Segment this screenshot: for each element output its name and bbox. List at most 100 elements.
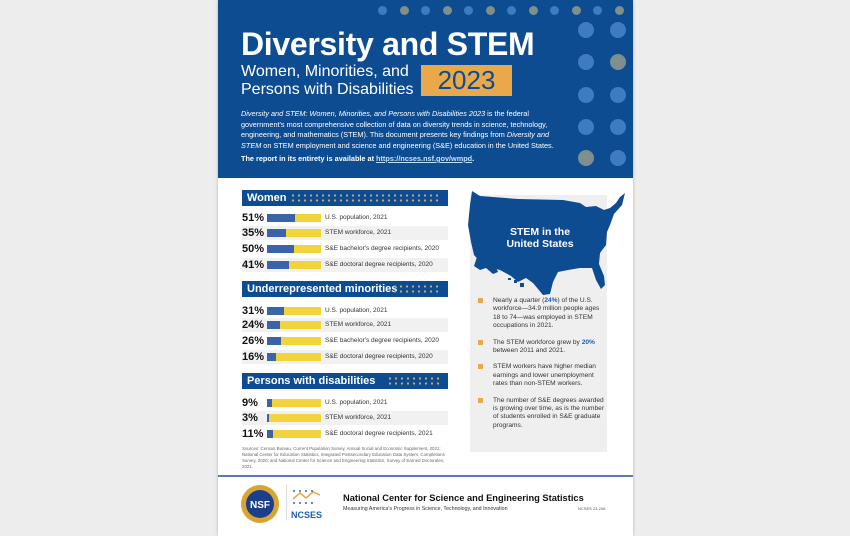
section-title: Underrepresented minorities — [247, 283, 398, 295]
stat-label: S&E doctoral degree recipients, 2020 — [325, 353, 433, 360]
finding-highlight: 24% — [544, 297, 558, 304]
us-map-shape — [468, 191, 625, 295]
svg-text:NCSES: NCSES — [291, 510, 322, 520]
stat-row: 16% S&E doctoral degree recipients, 2020 — [242, 350, 448, 364]
stat-percent: 26% — [242, 335, 265, 347]
decorative-dot — [578, 54, 594, 70]
year-badge: 2023 — [421, 65, 512, 96]
stat-row: 35% STEM workforce, 2021 — [242, 226, 448, 240]
stat-label: S&E doctoral degree recipients, 2021 — [325, 430, 433, 437]
stat-bar — [267, 214, 321, 222]
stat-bar-fill — [267, 399, 272, 407]
report-link[interactable]: https://ncses.nsf.gov/wmpd — [376, 154, 473, 163]
decorative-dot — [485, 6, 495, 15]
finding-item: STEM workers have higher median earnings… — [476, 363, 606, 388]
section-dots — [387, 376, 442, 386]
section-dots — [290, 193, 442, 203]
report-title: Diversity and STEM: Women, Minorities, a… — [241, 109, 486, 118]
intro-part: is the federal government's most compreh… — [241, 109, 548, 139]
stat-bar — [267, 353, 321, 361]
stat-bar — [267, 414, 321, 422]
stat-label: S&E bachelor's degree recipients, 2020 — [325, 337, 439, 344]
decorative-dot — [578, 87, 594, 103]
finding-text: ) of the U.S. workforce—34.9 million peo… — [493, 297, 600, 330]
stat-bar-fill — [267, 245, 294, 253]
finding-item: Nearly a quarter (24%) of the U.S. workf… — [476, 297, 606, 331]
decorative-dot — [610, 150, 626, 166]
stat-bar — [267, 321, 321, 329]
decorative-dot — [378, 6, 387, 15]
decorative-dot — [528, 6, 538, 15]
alaska-shape — [474, 252, 498, 274]
org-tagline: Measuring America's Progress in Science,… — [343, 506, 508, 512]
decorative-dot — [421, 6, 430, 15]
stat-bar-fill — [267, 414, 269, 422]
decorative-dot — [550, 6, 559, 15]
stat-bar-fill — [267, 307, 284, 315]
stat-row: 3% STEM workforce, 2021 — [242, 411, 448, 425]
decorative-dot — [610, 54, 626, 70]
finding-item: The number of S&E degrees awarded is gro… — [476, 397, 606, 431]
stat-row: 9% U.S. population, 2021 — [242, 396, 448, 410]
availability-text: The report in its entirety is available … — [241, 154, 377, 163]
stat-bar — [267, 261, 321, 269]
decorative-dot — [578, 119, 594, 135]
section-title: Women — [247, 192, 287, 204]
footer-divider — [218, 475, 633, 477]
bullet-square-icon — [478, 339, 483, 345]
finding-text: STEM workers have higher median earnings… — [493, 363, 596, 388]
us-map — [468, 191, 625, 295]
org-name: National Center for Science and Engineer… — [343, 493, 584, 503]
decorative-dot — [464, 6, 473, 15]
stat-bar-fill — [267, 321, 280, 329]
stat-label: S&E bachelor's degree recipients, 2020 — [325, 245, 439, 252]
stat-row: 26% S&E bachelor's degree recipients, 202… — [242, 334, 448, 348]
stat-label: STEM workforce, 2021 — [325, 321, 392, 328]
decorative-dot — [610, 87, 626, 103]
doc-code: NCSES 23-206 — [578, 506, 606, 511]
stat-bar-fill — [267, 337, 282, 345]
sources-note: Sources: Census Bureau, Current Populati… — [242, 446, 445, 469]
stat-row: 31% U.S. population, 2021 — [242, 304, 448, 318]
finding-text: The number of S&E degrees awarded is gro… — [493, 396, 605, 429]
decorative-dot — [610, 22, 626, 38]
stat-percent: 16% — [242, 351, 265, 363]
stat-bar-fill — [267, 353, 276, 361]
finding-highlight: 20% — [581, 338, 595, 346]
nsf-logo: NSF — [241, 485, 279, 523]
stat-percent: 31% — [242, 305, 265, 317]
ncses-logo: NCSES — [291, 490, 322, 520]
section-header: Women — [242, 190, 448, 206]
stat-label: STEM workforce, 2021 — [325, 414, 392, 421]
stat-percent: 41% — [242, 259, 265, 271]
stat-bar — [267, 430, 321, 438]
stat-bar — [267, 245, 321, 253]
section-header: Underrepresented minorities — [242, 281, 448, 297]
bullet-square-icon — [478, 397, 483, 403]
decorative-dot — [610, 119, 626, 135]
stat-bar-fill — [267, 229, 286, 237]
stat-label: U.S. population, 2021 — [325, 307, 388, 314]
decorative-dot — [578, 22, 594, 38]
decorative-dot — [399, 6, 409, 15]
decorative-dot — [593, 6, 602, 15]
stat-row: 50% S&E bachelor's degree recipients, 202… — [242, 242, 448, 256]
stat-percent: 9% — [242, 397, 258, 409]
infographic-page: Diversity and STEM Women, Minorities, an… — [218, 0, 633, 536]
stat-row: 51% U.S. population, 2021 — [242, 211, 448, 225]
availability-end: . — [472, 154, 475, 163]
svg-text:NSF: NSF — [250, 500, 270, 511]
stem-findings-list: Nearly a quarter (24%) of the U.S. workf… — [476, 297, 606, 430]
stat-bar — [267, 399, 321, 407]
header-banner: Diversity and STEM Women, Minorities, an… — [218, 0, 633, 178]
stat-percent: 11% — [242, 428, 264, 440]
stat-percent: 35% — [242, 227, 265, 239]
decorative-dot — [571, 6, 581, 15]
stat-label: STEM workforce, 2021 — [325, 229, 392, 236]
hawaii-shape — [508, 278, 524, 287]
finding-item: The STEM workforce grew by 20% between 2… — [476, 339, 606, 356]
stat-bar-fill — [267, 261, 290, 269]
availability-note: The report in its entirety is available … — [241, 154, 559, 164]
stat-bar — [267, 307, 321, 315]
stat-label: U.S. population, 2021 — [325, 214, 388, 221]
